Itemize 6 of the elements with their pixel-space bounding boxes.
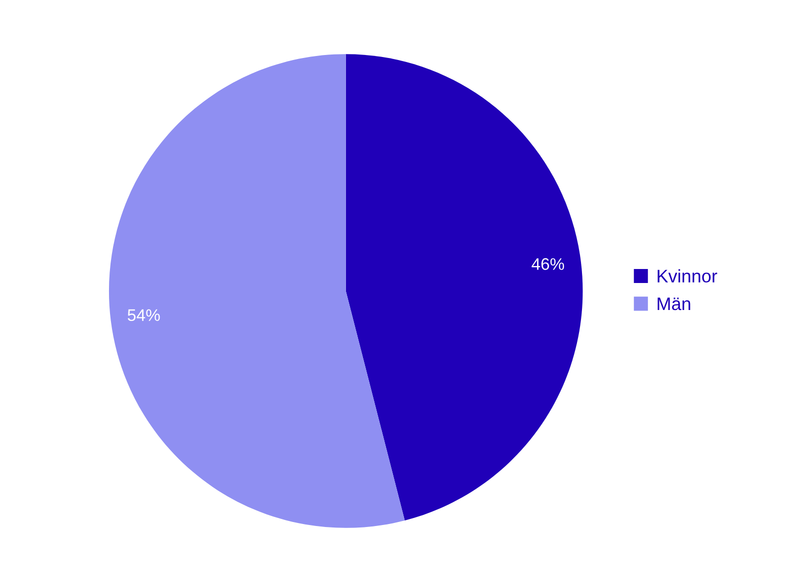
legend-label: Kvinnor <box>658 269 718 283</box>
pie-slice <box>108 54 405 528</box>
pie-slice <box>346 54 583 520</box>
legend-label: Män <box>658 298 690 310</box>
data-label: 54% <box>128 309 160 322</box>
data-label: 46% <box>532 258 564 270</box>
